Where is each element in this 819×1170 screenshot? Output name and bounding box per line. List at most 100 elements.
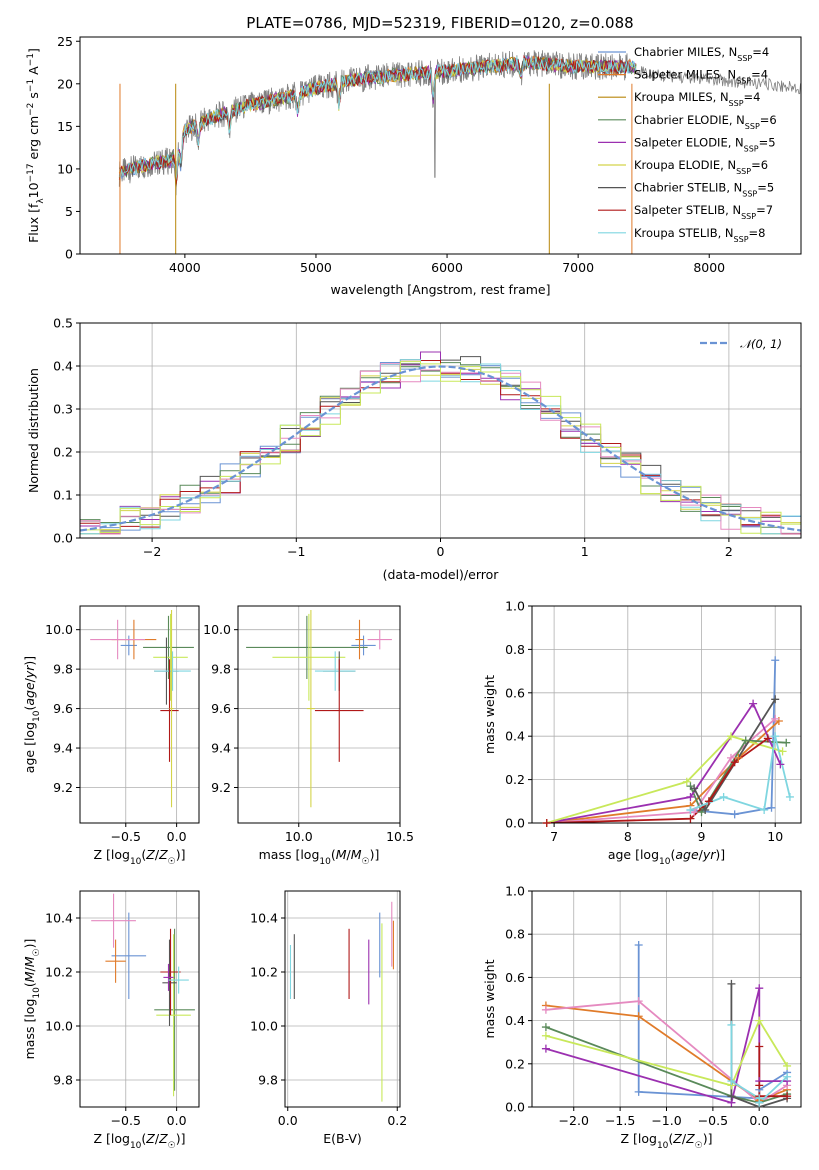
weight-marker xyxy=(763,734,772,743)
weight-marker xyxy=(541,1023,550,1032)
weight-marker xyxy=(727,979,736,988)
weight-marker xyxy=(785,792,794,801)
y-tick-label: 10.4 xyxy=(45,911,73,926)
label-part: mass weight xyxy=(482,675,497,754)
legend-entry: Salpeter ELODIE, NSSP=5 xyxy=(634,135,776,153)
y-tick-label: 0.4 xyxy=(53,359,73,374)
axes-frame xyxy=(79,322,802,539)
weight-marker xyxy=(749,699,758,708)
y-tick-label: 0.2 xyxy=(505,772,525,787)
y-tick-label: 15 xyxy=(57,119,73,134)
residual-histogram xyxy=(80,361,801,534)
label-part: ( xyxy=(22,982,37,987)
label-part: erg cm xyxy=(26,116,41,164)
label-part: )] xyxy=(703,1131,713,1146)
label-part: )] xyxy=(176,1131,186,1146)
x-axis-label: age [log10(age/yr)] xyxy=(608,847,725,867)
axes-frame xyxy=(79,890,200,1108)
label-part: M xyxy=(22,956,37,967)
x-tick-label: 1 xyxy=(581,544,589,559)
label-part: Z [log xyxy=(93,847,129,862)
weight-marker xyxy=(726,753,735,762)
legend-text: Chabrier STELIB, N xyxy=(634,181,742,195)
y-axis-label: Flux [fλ10−17 erg cm−2 s−1 A−1] xyxy=(26,48,46,243)
y-tick-label: 0.2 xyxy=(53,445,73,460)
label-part: / xyxy=(682,1131,687,1146)
weight-marker xyxy=(783,1092,792,1101)
label-part: )] xyxy=(370,847,380,862)
x-tick-label: 0.0 xyxy=(167,829,187,844)
legend-subscript: SSP xyxy=(736,76,751,85)
weight-marker xyxy=(755,1016,764,1025)
y-tick-label: 10.2 xyxy=(45,965,73,980)
label-part: yr xyxy=(22,665,37,679)
y-tick-label: 1.0 xyxy=(505,884,525,899)
label-part: 10 xyxy=(319,857,331,867)
weight-marker xyxy=(755,1098,764,1107)
label-part: age xyxy=(675,847,699,862)
label-part: ☉ xyxy=(362,857,370,867)
x-tick-label: 4000 xyxy=(169,260,201,275)
label-part: / xyxy=(699,847,704,862)
plot-area xyxy=(90,609,194,808)
x-tick-label: 2 xyxy=(725,544,733,559)
mass-vs-ebv-panel: 0.0 0.2 9.8 10.0 10.2 10.4 E(B-V) xyxy=(250,890,407,1146)
label-part: Z xyxy=(158,847,168,862)
weight-marker xyxy=(690,784,699,793)
legend-text: =5 xyxy=(757,181,774,195)
label-part: 10 xyxy=(130,857,142,867)
label-part: 10 xyxy=(657,1141,669,1151)
legend-text: =4 xyxy=(751,68,768,82)
axes-frame xyxy=(79,36,802,255)
weight-marker xyxy=(726,732,735,741)
weight-marker xyxy=(686,814,695,823)
label-part: age [log xyxy=(608,847,659,862)
weight-marker xyxy=(719,792,728,801)
x-tick-label: 10.5 xyxy=(386,829,414,844)
label-part: ( xyxy=(141,847,146,862)
weight-marker xyxy=(771,732,780,741)
label-part: Z xyxy=(145,1131,155,1146)
legend-text: Kroupa STELIB, N xyxy=(634,226,734,240)
weight-marker xyxy=(542,819,551,827)
label-part: ☉ xyxy=(32,948,42,956)
legend-entry: Kroupa ELODIE, NSSP=6 xyxy=(634,158,768,176)
figure-title: PLATE=0786, MJD=52319, FIBERID=0120, z=0… xyxy=(246,14,633,32)
weight-line xyxy=(546,701,782,823)
weight-marker xyxy=(783,1072,792,1081)
label-part: ( xyxy=(670,847,675,862)
x-tick-label: 6000 xyxy=(431,260,463,275)
y-tick-label: 9.8 xyxy=(53,662,73,677)
weight-marker xyxy=(778,747,787,756)
x-tick-label: −2.0 xyxy=(559,1113,589,1128)
y-tick-label: 0.3 xyxy=(53,402,73,417)
legend-entry: Chabrier MILES, NSSP=4 xyxy=(634,45,769,63)
plot-area xyxy=(80,351,801,535)
weight-marker xyxy=(634,1012,643,1021)
label-part: Z [log xyxy=(620,1131,656,1146)
y-tick-label: 0.8 xyxy=(505,642,525,657)
label-part: age [log xyxy=(22,722,37,773)
y-tick-label: 0.8 xyxy=(505,927,525,942)
legend-entry: 𝒩(0, 1) xyxy=(740,337,782,351)
label-part: Z [log xyxy=(93,1131,129,1146)
weight-line xyxy=(545,1026,788,1104)
x-axis-label: E(B-V) xyxy=(323,1131,362,1146)
y-tick-label: 20 xyxy=(57,76,73,91)
y-tick-label: 0 xyxy=(65,247,73,262)
label-part: A xyxy=(26,66,41,79)
label-part: −1 xyxy=(26,79,36,92)
y-tick-label: 0.4 xyxy=(505,1013,525,1028)
weight-marker xyxy=(704,797,713,806)
y-tick-label: 0.6 xyxy=(505,685,525,700)
label-part: Z xyxy=(158,1131,168,1146)
weight-marker xyxy=(682,777,691,786)
label-part: −2 xyxy=(26,103,36,116)
weight-marker xyxy=(730,810,739,819)
plot-area xyxy=(246,609,392,808)
y-tick-label: 9.2 xyxy=(53,780,73,795)
x-axis-label: Z [log10(Z/Z☉)] xyxy=(93,847,185,867)
